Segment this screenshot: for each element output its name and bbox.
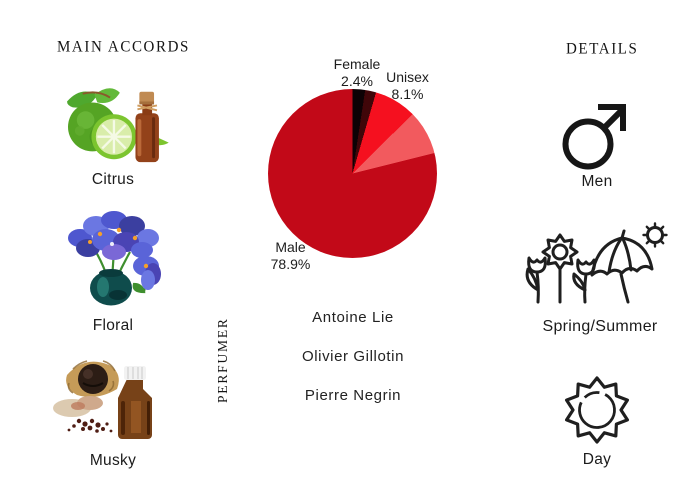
pie-label-male-name: Male [275, 239, 306, 255]
pie-label-female-name: Female [333, 56, 381, 72]
details-title: DETAILS [566, 40, 639, 58]
spring-summer-icon [525, 222, 668, 304]
pie-label-unisex: Unisex 8.1% [370, 69, 445, 103]
gender-pie-chart [268, 89, 437, 258]
perfumer-name-2: Olivier Gillotin [301, 348, 405, 365]
day-sun-icon [565, 376, 629, 444]
pie-label-female: Female 2.4% [317, 56, 397, 90]
perfumer-name-1: Antoine Lie [312, 309, 394, 326]
male-symbol-icon [562, 104, 626, 170]
accord-label-citrus: Citrus [91, 171, 135, 188]
pie-label-male-value: 78.9% [270, 256, 311, 272]
citrus-accord-icon [67, 88, 169, 163]
detail-label-men: Men [581, 173, 613, 190]
perfumer-heading: PERFUMER [215, 317, 230, 403]
pie-label-female-value: 2.4% [341, 73, 373, 89]
accord-label-musky: Musky [89, 452, 137, 469]
main-accords-title: MAIN ACCORDS [57, 38, 190, 56]
detail-label-day: Day [582, 451, 612, 468]
pie-label-unisex-name: Unisex [386, 69, 429, 85]
detail-label-season: Spring/Summer [542, 318, 658, 335]
accord-label-floral: Floral [92, 317, 134, 334]
musky-accord-icon [53, 360, 152, 439]
pie-label-male: Male 78.9% [248, 239, 333, 273]
perfumer-name-3: Pierre Negrin [304, 387, 402, 404]
pie-label-unisex-value: 8.1% [391, 86, 424, 102]
floral-accord-icon [68, 211, 161, 306]
